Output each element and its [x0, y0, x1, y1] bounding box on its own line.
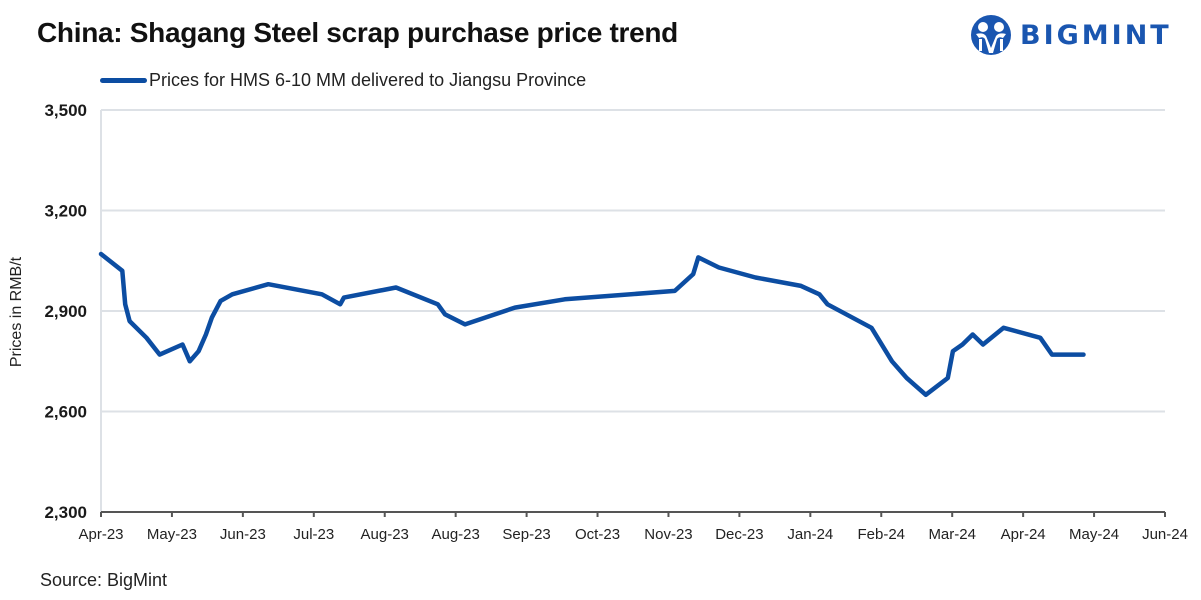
y-tick-label: 2,300: [44, 503, 87, 522]
x-tick-label: Mar-24: [928, 526, 976, 543]
price-line: [98, 251, 1086, 398]
x-tick-label: Aug-23: [431, 526, 479, 543]
y-tick-label: 3,200: [44, 202, 87, 221]
source-note: Source: BigMint: [40, 570, 168, 590]
x-tick-label: May-24: [1069, 526, 1119, 543]
x-tick-label: Dec-23: [715, 526, 763, 543]
bigmint-people-icon: [971, 15, 1011, 55]
chart-title: China: Shagang Steel scrap purchase pric…: [37, 17, 678, 48]
gridlines: [101, 109, 1165, 413]
x-tick-label: Jan-24: [787, 526, 833, 543]
y-tick-label: 2,900: [44, 302, 87, 321]
x-tick-label: Oct-23: [575, 526, 620, 543]
legend-label: Prices for HMS 6-10 MM delivered to Jian…: [149, 70, 587, 90]
legend: Prices for HMS 6-10 MM delivered to Jian…: [100, 70, 586, 91]
y-axis-label: Prices in RMB/t: [8, 256, 25, 367]
x-tick-label: Feb-24: [858, 526, 906, 543]
x-tick-label: Jun-23: [220, 526, 266, 543]
x-tick-label: Sep-23: [502, 526, 550, 543]
x-tick-label: Apr-23: [78, 526, 123, 543]
y-tick-label: 3,500: [44, 101, 87, 120]
x-axis-ticks: Apr-23 May-23 Jun-23 Jul-23 Aug-23 Aug-23 Sep-…: [78, 512, 1188, 543]
x-tick-label: Jun-24: [1142, 526, 1188, 543]
x-tick-label: Jul-23: [293, 526, 334, 543]
legend-swatch: [100, 78, 147, 83]
x-tick-label: Apr-24: [1001, 526, 1046, 543]
y-axis-ticks: 2,300 2,600 2,900 3,200 3,500: [44, 101, 87, 522]
series-group: [98, 251, 1086, 398]
logo-text: BIGMINT: [1020, 19, 1172, 51]
bigmint-logo: BIGMINT: [970, 15, 1172, 55]
x-tick-label: Nov-23: [644, 526, 692, 543]
x-tick-label: May-23: [147, 526, 197, 543]
y-tick-label: 2,600: [44, 403, 87, 422]
x-tick-label: Aug-23: [361, 526, 409, 543]
